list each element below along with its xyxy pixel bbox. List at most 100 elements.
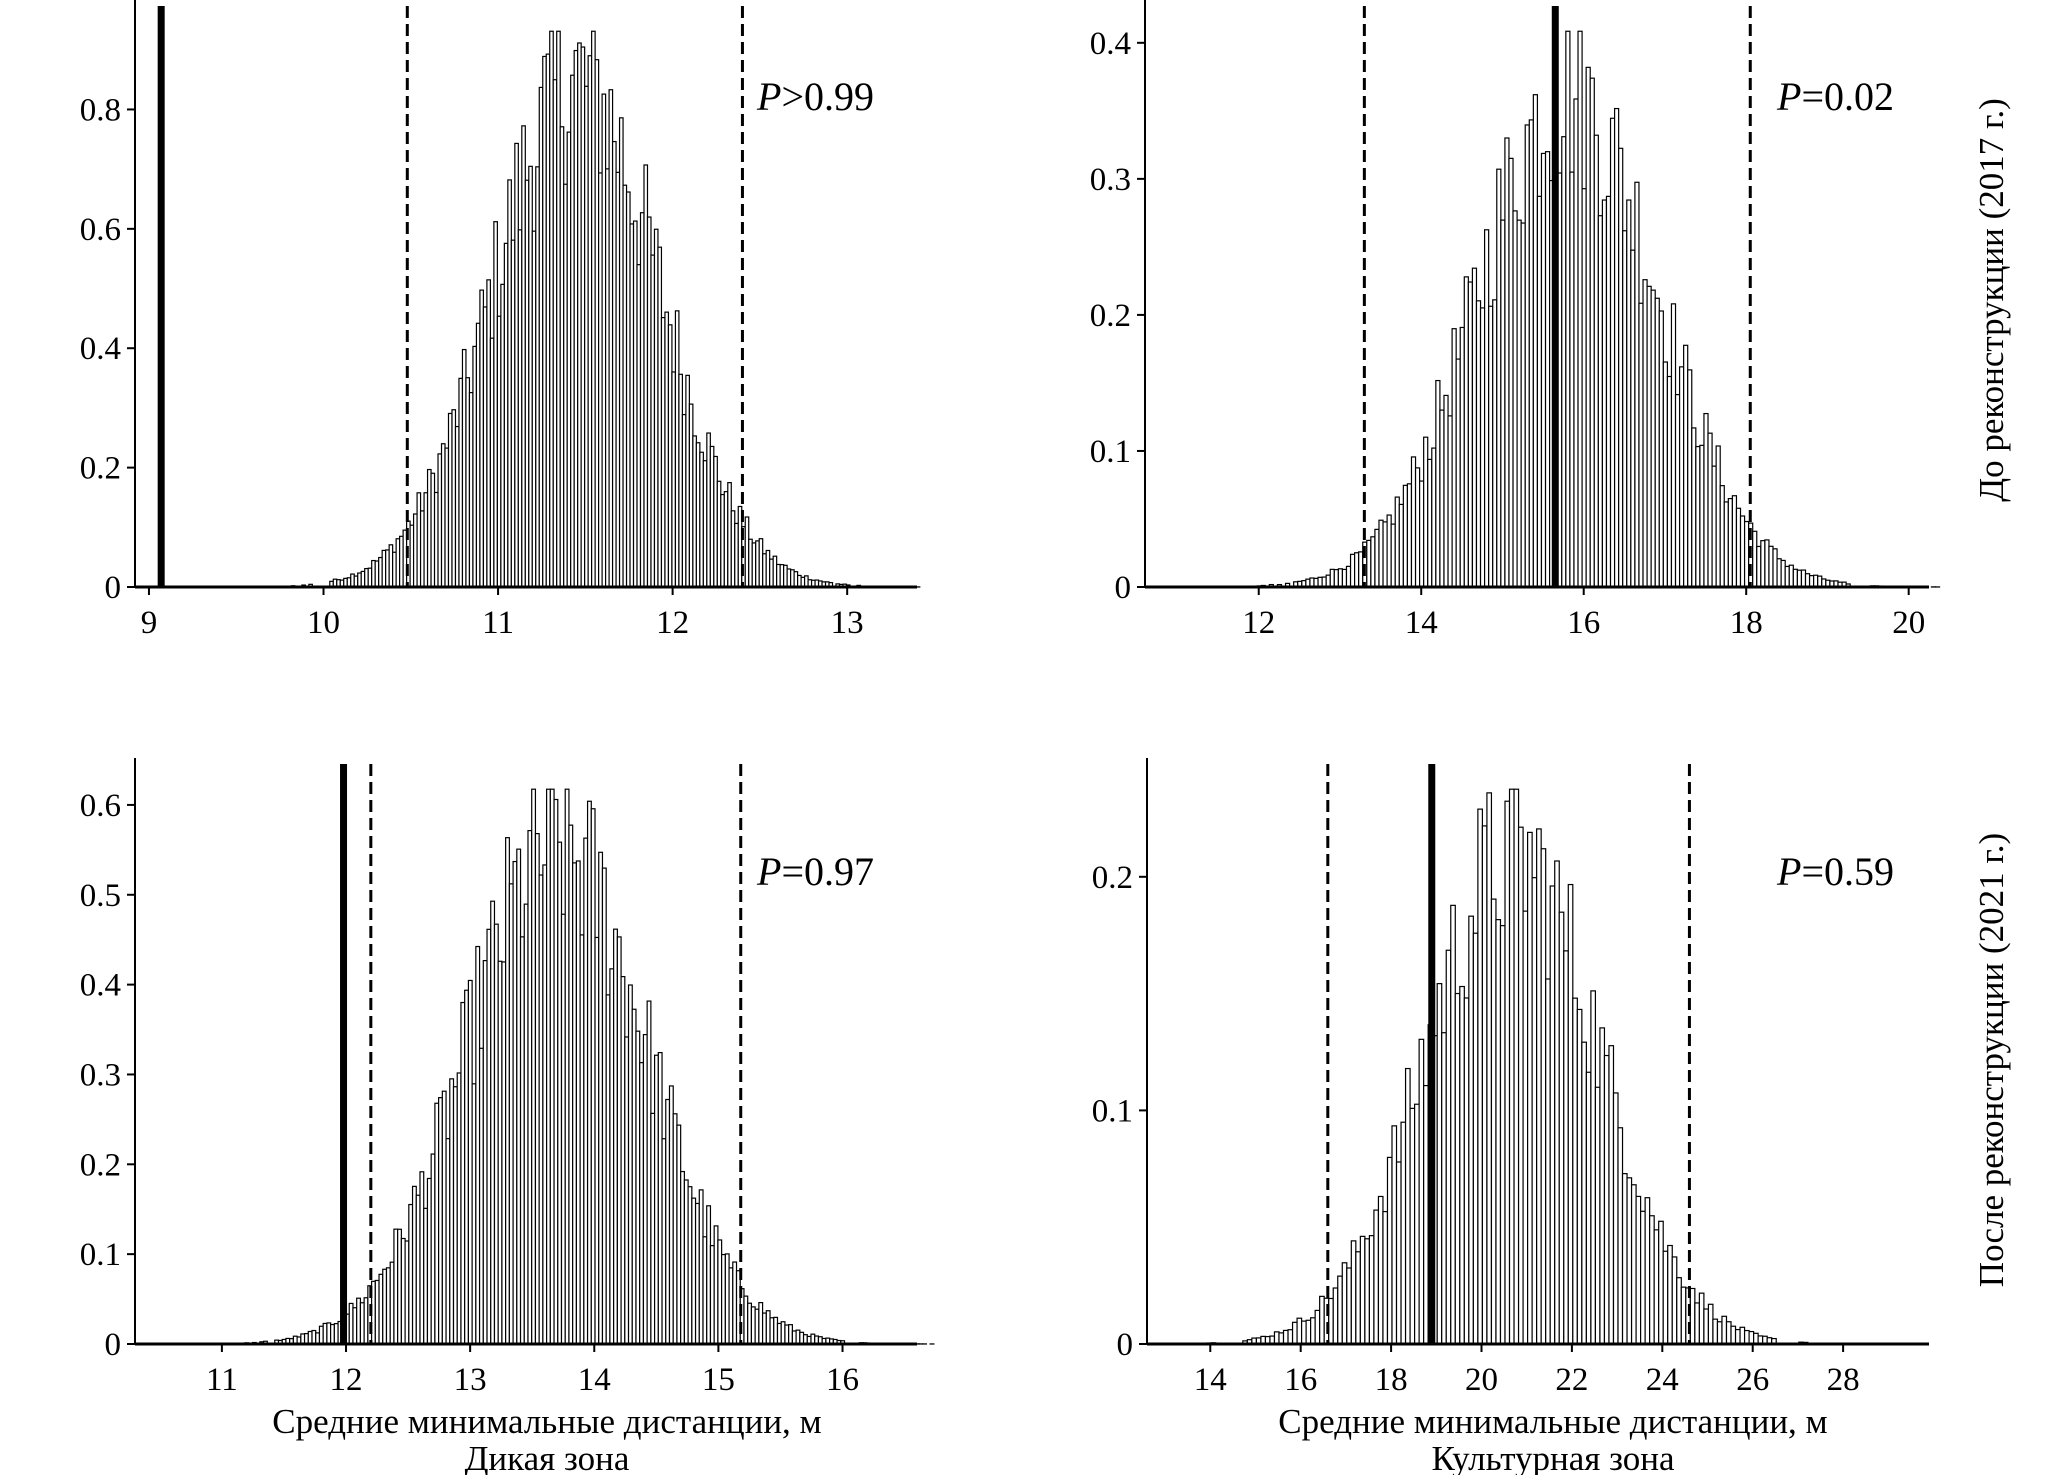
- histogram-bar: [1712, 1318, 1719, 1345]
- histogram-bar: [1730, 1325, 1737, 1345]
- histogram-bar: [1483, 229, 1490, 588]
- histogram-bar: [1377, 1195, 1384, 1345]
- histogram-bar: [1463, 276, 1469, 588]
- histogram-bar: [1450, 904, 1456, 1345]
- histogram-bar: [1650, 289, 1656, 588]
- histogram-bar: [1601, 199, 1608, 588]
- histogram-bar: [1472, 932, 1479, 1345]
- histogram-bar: [1756, 545, 1762, 588]
- histogram-bar: [1719, 485, 1725, 588]
- x-tick-label: 11: [206, 1362, 238, 1398]
- histogram-bar: [1536, 195, 1543, 588]
- histogram-bar: [1594, 1086, 1601, 1345]
- histogram-bar: [1354, 552, 1360, 588]
- histogram-bar: [1640, 1210, 1646, 1345]
- row-label-2021: После реконструкции (2021 г.): [1972, 833, 2011, 1287]
- histogram-bar: [1481, 825, 1488, 1345]
- histogram-bar: [1517, 826, 1524, 1345]
- histogram-bar: [1817, 575, 1823, 588]
- x-tick-label: 20: [1892, 605, 1925, 641]
- histogram-bar: [1642, 279, 1648, 588]
- histogram-bar: [1540, 848, 1547, 1345]
- histogram-bar: [1300, 1320, 1307, 1345]
- histogram-bar: [1605, 195, 1612, 588]
- histogram-bar: [1423, 436, 1429, 588]
- histogram-bar: [1612, 1092, 1619, 1345]
- histogram-bar: [1492, 299, 1498, 588]
- x-tick-label: 16: [1284, 1362, 1317, 1398]
- histogram-bar: [1618, 147, 1624, 588]
- histogram-bar: [1707, 432, 1713, 588]
- histogram-bar: [1278, 1332, 1285, 1345]
- histogram-bar: [1764, 539, 1770, 588]
- histogram-bar: [1703, 1308, 1710, 1345]
- histogram-bar: [1698, 1292, 1705, 1345]
- histogram-bar: [1341, 1262, 1348, 1345]
- panel-wild-2017: 9 10 11 12 13 0 0.2 0.4 0.6 0.8 P>0.99: [80, 0, 921, 641]
- histogram-bar: [1516, 219, 1522, 588]
- y-tick-label: 0.1: [1092, 1093, 1133, 1129]
- histogram-bar: [1590, 990, 1597, 1345]
- histogram-bar: [1667, 1244, 1673, 1345]
- histogram-bar: [1563, 950, 1569, 1345]
- histogram-bar: [1520, 222, 1526, 588]
- histogram-bar: [1404, 1067, 1411, 1345]
- histogram-bar: [1532, 94, 1539, 588]
- histogram-bar: [1319, 1295, 1325, 1345]
- histogram-bar: [1435, 379, 1441, 588]
- histogram-bar: [1378, 519, 1384, 588]
- histogram-bar: [1804, 573, 1811, 588]
- histogram-bar: [1364, 1238, 1370, 1345]
- histogram-bar: [1680, 1286, 1687, 1345]
- histogram-bar: [1671, 1256, 1678, 1345]
- histogram-bar: [1666, 375, 1673, 588]
- histogram-bar: [1374, 528, 1380, 588]
- histogram-bar: [1522, 910, 1529, 1345]
- x-tick-label: 18: [1375, 1362, 1408, 1398]
- histogram-bar: [1409, 1107, 1416, 1345]
- histogram-bar: [1808, 575, 1815, 588]
- histogram-bar: [1488, 305, 1494, 588]
- histogram-bar: [1768, 545, 1774, 588]
- histogram-bar: [1725, 1321, 1732, 1345]
- p-value-label: P=0.97: [756, 849, 874, 894]
- histogram-bar: [1455, 358, 1461, 588]
- histogram-bar: [1622, 230, 1628, 588]
- p-value: >0.99: [781, 74, 874, 119]
- histogram-bar: [1581, 188, 1587, 588]
- histogram-bar: [1626, 1177, 1633, 1345]
- histogram-bar: [1608, 1045, 1615, 1345]
- y-tick-label: 0.6: [80, 788, 121, 824]
- histogram-bar: [1599, 1027, 1606, 1345]
- histogram-bar: [1683, 344, 1689, 588]
- histogram-bar: [1788, 564, 1794, 588]
- p-value-label: P=0.02: [1776, 74, 1894, 119]
- histogram-bar: [1436, 983, 1443, 1345]
- histogram-bar: [1654, 297, 1660, 588]
- x-tick-label: 12: [1242, 605, 1275, 641]
- histogram-bar: [1593, 134, 1599, 588]
- histogram-bar: [1332, 1287, 1339, 1345]
- histogram-bar: [1567, 883, 1574, 1345]
- y-tick-label: 0: [1115, 570, 1132, 606]
- panel-cultural-2017: 12 14 16 18 20 0 0.1 0.2 0.3 0.4 P=0.02: [1090, 0, 1941, 641]
- histogram-bar: [1813, 574, 1819, 588]
- histogram-bar: [1544, 151, 1551, 588]
- x-tick-label: 12: [656, 605, 689, 641]
- histogram-bar: [1772, 548, 1778, 588]
- histogram-bar: [1646, 285, 1652, 588]
- histogram-bar: [1670, 303, 1677, 588]
- p-value: =0.02: [1801, 74, 1894, 119]
- histogram-bar: [1504, 800, 1511, 1345]
- histogram-bar: [1386, 514, 1392, 588]
- histogram-bar: [1447, 415, 1453, 588]
- histogram-bar: [1711, 465, 1717, 588]
- histogram-bar: [1735, 507, 1742, 588]
- histogram-bar: [1734, 1328, 1741, 1345]
- histogram-bar: [1528, 119, 1534, 588]
- p-symbol: P: [756, 849, 781, 894]
- histogram-bar: [1441, 1032, 1447, 1345]
- histogram-bar: [1752, 530, 1758, 588]
- histogram-bar: [1699, 444, 1705, 588]
